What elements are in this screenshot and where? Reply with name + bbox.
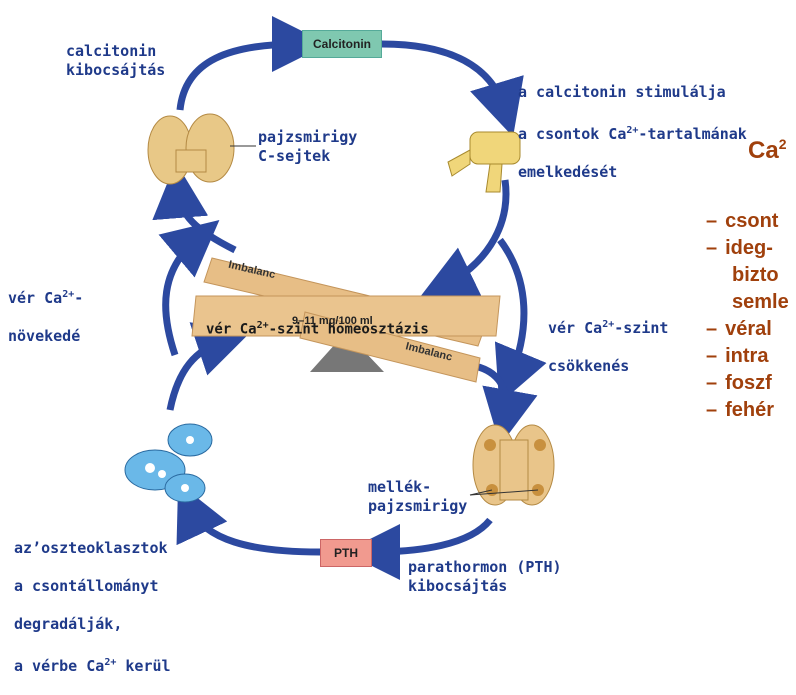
osteoclast-cells-icon	[124, 423, 213, 503]
homeostasis-range: 9–11 mg/100 ml	[292, 315, 373, 327]
blood-decrease-label: vér Ca2+-szint csökkenés	[548, 319, 669, 375]
list-item: semle	[732, 291, 789, 313]
arrow-calcitonin-to-bone	[381, 40, 524, 137]
pth-box: PTH	[320, 539, 372, 567]
arrow-pth-to-osteoclasts	[176, 482, 321, 556]
list-item: – foszf	[706, 372, 772, 394]
list-item: bizto	[732, 264, 779, 286]
list-item: – intra	[706, 345, 769, 367]
seesaw-board-center	[191, 295, 501, 337]
right-panel-title: Ca2	[748, 136, 787, 164]
thyroid-label: pajzsmirigy C-sejtek	[258, 128, 358, 165]
calcitonin-stimulates-label: a calcitonin stimulálja a csontok Ca2+-t…	[518, 83, 747, 181]
arrow-right-down	[494, 237, 547, 404]
arrow-bone-to-seesaw	[419, 179, 510, 298]
arrow-osteoclasts-to-seesaw	[166, 322, 252, 411]
parathyroid-label: mellék- pajzsmirigy	[368, 478, 468, 515]
seesaw-board-right	[299, 311, 481, 383]
arrow-thyroid-to-calcitonin	[176, 16, 328, 111]
calcitonin-release-label: calcitonin kibocsájtás	[66, 42, 166, 79]
right-panel-list: – csont – ideg- bizto semle – véral – intra …	[706, 208, 789, 424]
bone-icon	[447, 131, 521, 193]
list-item: – fehér	[706, 399, 775, 421]
seesaw-fulcrum	[310, 332, 384, 372]
arrow-left-up	[158, 219, 220, 357]
pth-release-label: parathormon (PTH) kibocsájtás	[408, 558, 562, 595]
list-item: – csont	[706, 210, 779, 232]
blood-increase-label: vér Ca2+- növekedé	[8, 289, 84, 345]
parathyroid-gland-icon	[472, 424, 555, 506]
arrow-seesaw-to-thyroid	[152, 162, 237, 254]
osteoclasts-label: az’oszteoklasztok a csontállományt degra…	[14, 539, 171, 675]
arrow-parathyroid-to-pth	[344, 517, 493, 580]
list-item: – véral	[706, 318, 772, 340]
calcitonin-box: Calcitonin	[302, 30, 382, 58]
homeostasis-label: vér Ca2+-szint homeosztázis	[206, 320, 429, 338]
cycle-diagram	[124, 16, 555, 580]
list-item: – ideg-	[706, 237, 773, 259]
thyroid-gland-icon	[147, 113, 235, 185]
